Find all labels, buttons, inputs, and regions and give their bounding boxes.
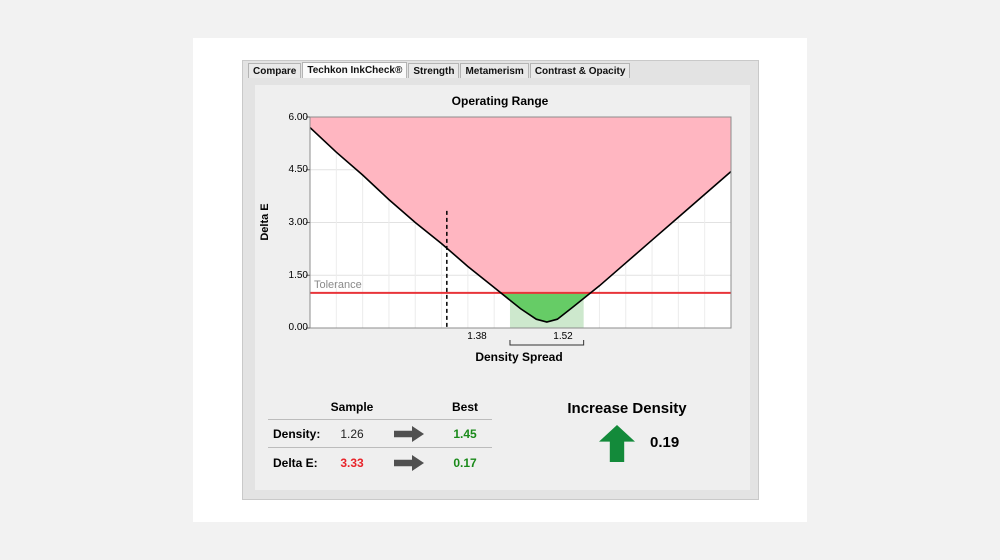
tab-compare[interactable]: Compare xyxy=(248,63,302,78)
table-divider xyxy=(268,419,492,420)
delta-e-best-value: 0.17 xyxy=(453,456,477,470)
density-best-value: 1.45 xyxy=(453,427,477,441)
y-tick-label: 3.00 xyxy=(288,217,308,228)
chart-title: Operating Range xyxy=(451,94,549,108)
delta-e-curve xyxy=(309,126,732,323)
y-tick-label: 4.50 xyxy=(288,164,308,175)
y-tick-label: 1.50 xyxy=(288,270,308,281)
tab-techkon-inkcheck[interactable]: Techkon InkCheck® xyxy=(302,62,408,78)
tab-metamerism[interactable]: Metamerism xyxy=(460,63,529,78)
delta-e-sample-value: 3.33 xyxy=(340,456,364,470)
spread-max-label: 1.52 xyxy=(553,331,573,342)
recommendation-title: Increase Density xyxy=(567,400,687,417)
best-header: Best xyxy=(451,400,479,414)
tolerance-label: Tolerance xyxy=(314,279,362,291)
table-divider xyxy=(268,447,492,448)
tab-bar: Compare Techkon InkCheck® Strength Metam… xyxy=(248,62,631,78)
y-tick-label: 6.00 xyxy=(288,112,308,123)
spread-min-label: 1.38 xyxy=(467,331,487,342)
density-label: Density: xyxy=(273,427,321,441)
tab-contrast-opacity[interactable]: Contrast & Opacity xyxy=(529,63,631,78)
out-of-range-area xyxy=(310,117,731,323)
tab-strength[interactable]: Strength xyxy=(408,63,460,78)
delta-e-label: Delta E: xyxy=(273,456,318,470)
density-sample-value: 1.26 xyxy=(340,427,364,441)
in-tolerance-area xyxy=(500,292,591,323)
sample-header: Sample xyxy=(330,400,374,414)
spread-bracket xyxy=(509,340,585,346)
y-tick-label: 0.00 xyxy=(288,322,308,333)
recommendation-value: 0.19 xyxy=(650,434,680,451)
x-axis-label: Density Spread xyxy=(475,350,563,364)
